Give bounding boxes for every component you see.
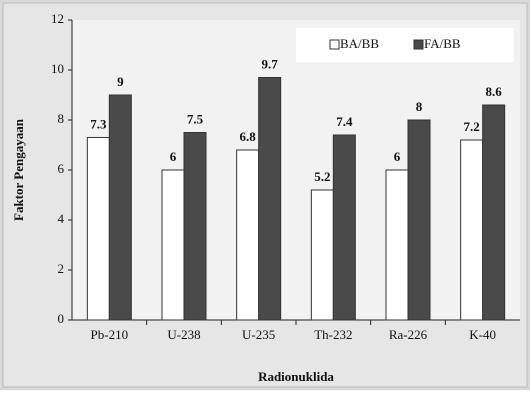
x-axis-label: Radionuklida (258, 369, 334, 384)
y-tick-label: 10 (51, 61, 64, 76)
x-tick-label: Pb-210 (91, 327, 129, 342)
y-tick-label: 12 (51, 11, 64, 26)
y-tick-label: 6 (58, 161, 65, 176)
data-label: 7.3 (90, 116, 107, 131)
legend-label: BA/BB (340, 36, 379, 51)
data-label: 6 (170, 149, 177, 164)
y-tick-label: 0 (58, 311, 65, 326)
data-label: 8.6 (486, 84, 503, 99)
y-tick-label: 2 (58, 261, 65, 276)
data-label: 7.4 (336, 114, 353, 129)
x-tick-label: Ra-226 (389, 327, 428, 342)
bar (258, 77, 282, 321)
data-label: 7.2 (464, 119, 480, 134)
data-label: 6 (394, 149, 401, 164)
data-label: 7.5 (187, 111, 204, 126)
data-label: 8 (416, 99, 423, 114)
bar (332, 134, 356, 321)
legend-swatch (413, 39, 424, 50)
bar (407, 119, 431, 321)
y-axis-label: Faktor Pengayaan (11, 118, 26, 221)
x-tick-label: K-40 (469, 327, 496, 342)
data-label: 9 (117, 74, 124, 89)
bar (161, 169, 185, 321)
x-tick-label: U-235 (242, 327, 275, 342)
bar (108, 94, 132, 321)
bar (183, 132, 207, 321)
bar (460, 139, 484, 321)
data-label: 5.2 (314, 169, 330, 184)
bar (482, 104, 506, 321)
legend (296, 28, 514, 62)
y-tick-label: 8 (58, 111, 65, 126)
legend-label: FA/BB (424, 36, 461, 51)
bar (310, 189, 334, 321)
y-tick-label: 4 (58, 211, 65, 226)
bar (385, 169, 409, 321)
bar (86, 137, 110, 321)
x-tick-label: U-238 (167, 327, 200, 342)
data-label: 9.7 (262, 56, 279, 71)
legend-swatch (329, 39, 340, 50)
x-tick-label: Th-232 (314, 327, 352, 342)
data-label: 6.8 (240, 129, 257, 144)
bar (236, 149, 260, 321)
plot-area (72, 20, 520, 320)
